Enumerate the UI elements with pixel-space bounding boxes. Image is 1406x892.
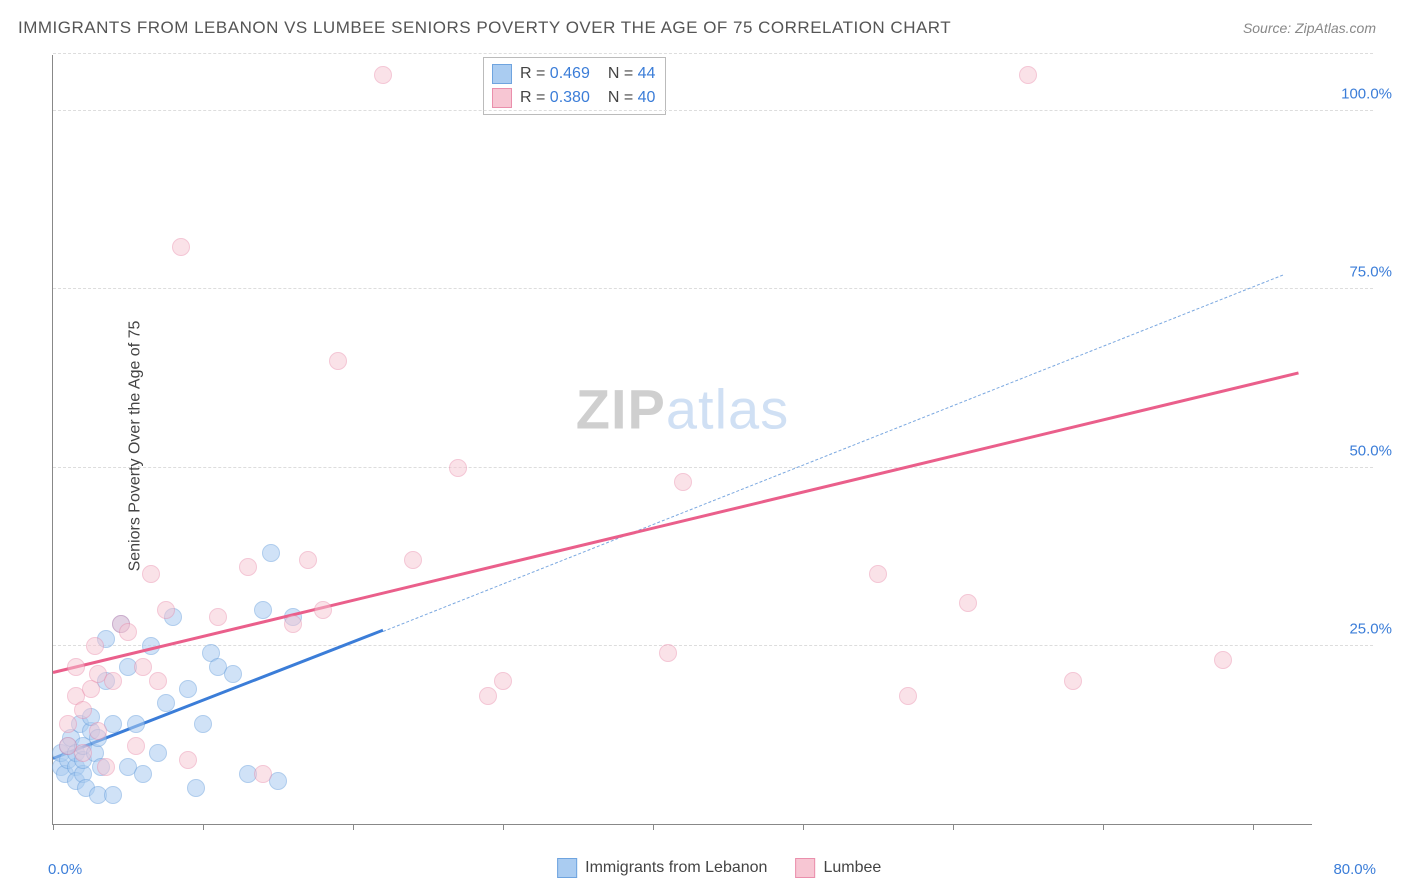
data-point-lumbee [299,551,317,569]
legend-swatch-lumbee [795,858,815,878]
data-point-lumbee [239,558,257,576]
gridline [53,288,1373,289]
data-point-lumbee [869,565,887,583]
x-tick [1253,824,1254,830]
corr-row-lumbee: R = 0.380 N = 40 [492,86,655,110]
data-point-lumbee [134,658,152,676]
data-point-lumbee [899,687,917,705]
series-legend: Immigrants from Lebanon Lumbee [557,858,881,878]
swatch-lumbee [492,88,512,108]
legend-item-lebanon: Immigrants from Lebanon [557,858,767,878]
corr-n-lebanon: N = 44 [608,65,656,83]
watermark: ZIPatlas [576,376,789,441]
gridline [53,645,1373,646]
legend-item-lumbee: Lumbee [795,858,881,878]
data-point-lebanon [104,786,122,804]
data-point-lumbee [59,715,77,733]
data-point-lumbee [172,238,190,256]
data-point-lebanon [187,779,205,797]
data-point-lebanon [134,765,152,783]
swatch-lebanon [492,64,512,84]
data-point-lumbee [329,352,347,370]
y-tick-label: 25.0% [1322,620,1392,637]
data-point-lumbee [157,601,175,619]
data-point-lumbee [1019,66,1037,84]
x-tick [353,824,354,830]
data-point-lumbee [209,608,227,626]
x-axis-max-label: 80.0% [1333,861,1376,878]
legend-swatch-lebanon [557,858,577,878]
data-point-lumbee [74,744,92,762]
data-point-lumbee [127,737,145,755]
data-point-lumbee [959,594,977,612]
data-point-lumbee [67,658,85,676]
data-point-lebanon [149,744,167,762]
data-point-lumbee [89,722,107,740]
watermark-atlas: atlas [666,377,789,440]
legend-label-lebanon: Immigrants from Lebanon [585,859,767,877]
corr-r-lumbee: R = 0.380 [520,89,590,107]
y-tick-label: 75.0% [1322,264,1392,281]
data-point-lumbee [1214,651,1232,669]
data-point-lumbee [374,66,392,84]
data-point-lumbee [449,459,467,477]
data-point-lebanon [179,680,197,698]
data-point-lumbee [404,551,422,569]
data-point-lumbee [97,758,115,776]
gridline [53,110,1373,111]
corr-row-lebanon: R = 0.469 N = 44 [492,62,655,86]
data-point-lumbee [314,601,332,619]
data-point-lumbee [142,565,160,583]
corr-r-lebanon: R = 0.469 [520,65,590,83]
data-point-lumbee [494,672,512,690]
regression-line-lebanon [383,274,1283,631]
x-tick [953,824,954,830]
gridline [53,53,1373,54]
x-tick [503,824,504,830]
data-point-lumbee [86,637,104,655]
x-tick [803,824,804,830]
x-tick [653,824,654,830]
watermark-zip: ZIP [576,377,666,440]
data-point-lumbee [674,473,692,491]
legend-label-lumbee: Lumbee [823,859,881,877]
correlation-chart: IMMIGRANTS FROM LEBANON VS LUMBEE SENIOR… [0,0,1406,892]
data-point-lebanon [254,601,272,619]
regression-line-lumbee [53,372,1299,674]
data-point-lumbee [479,687,497,705]
y-tick-label: 50.0% [1322,442,1392,459]
chart-title: IMMIGRANTS FROM LEBANON VS LUMBEE SENIOR… [18,18,951,38]
correlation-stats-legend: R = 0.469 N = 44 R = 0.380 N = 40 [483,57,666,115]
data-point-lebanon [127,715,145,733]
data-point-lumbee [1064,672,1082,690]
data-point-lumbee [179,751,197,769]
x-axis-min-label: 0.0% [48,861,82,878]
x-tick [1103,824,1104,830]
data-point-lebanon [224,665,242,683]
corr-n-lumbee: N = 40 [608,89,656,107]
plot-area: ZIPatlas R = 0.469N = 44R = 0.380N = 40 … [52,55,1312,825]
data-point-lumbee [74,701,92,719]
data-point-lumbee [284,615,302,633]
data-point-lumbee [659,644,677,662]
data-point-lumbee [149,672,167,690]
data-point-lumbee [254,765,272,783]
data-point-lebanon [262,544,280,562]
data-point-lumbee [119,623,137,641]
data-point-lebanon [194,715,212,733]
source-attribution: Source: ZipAtlas.com [1243,20,1376,36]
x-tick [53,824,54,830]
y-tick-label: 100.0% [1322,86,1392,103]
gridline [53,467,1373,468]
data-point-lumbee [104,672,122,690]
x-tick [203,824,204,830]
data-point-lebanon [157,694,175,712]
